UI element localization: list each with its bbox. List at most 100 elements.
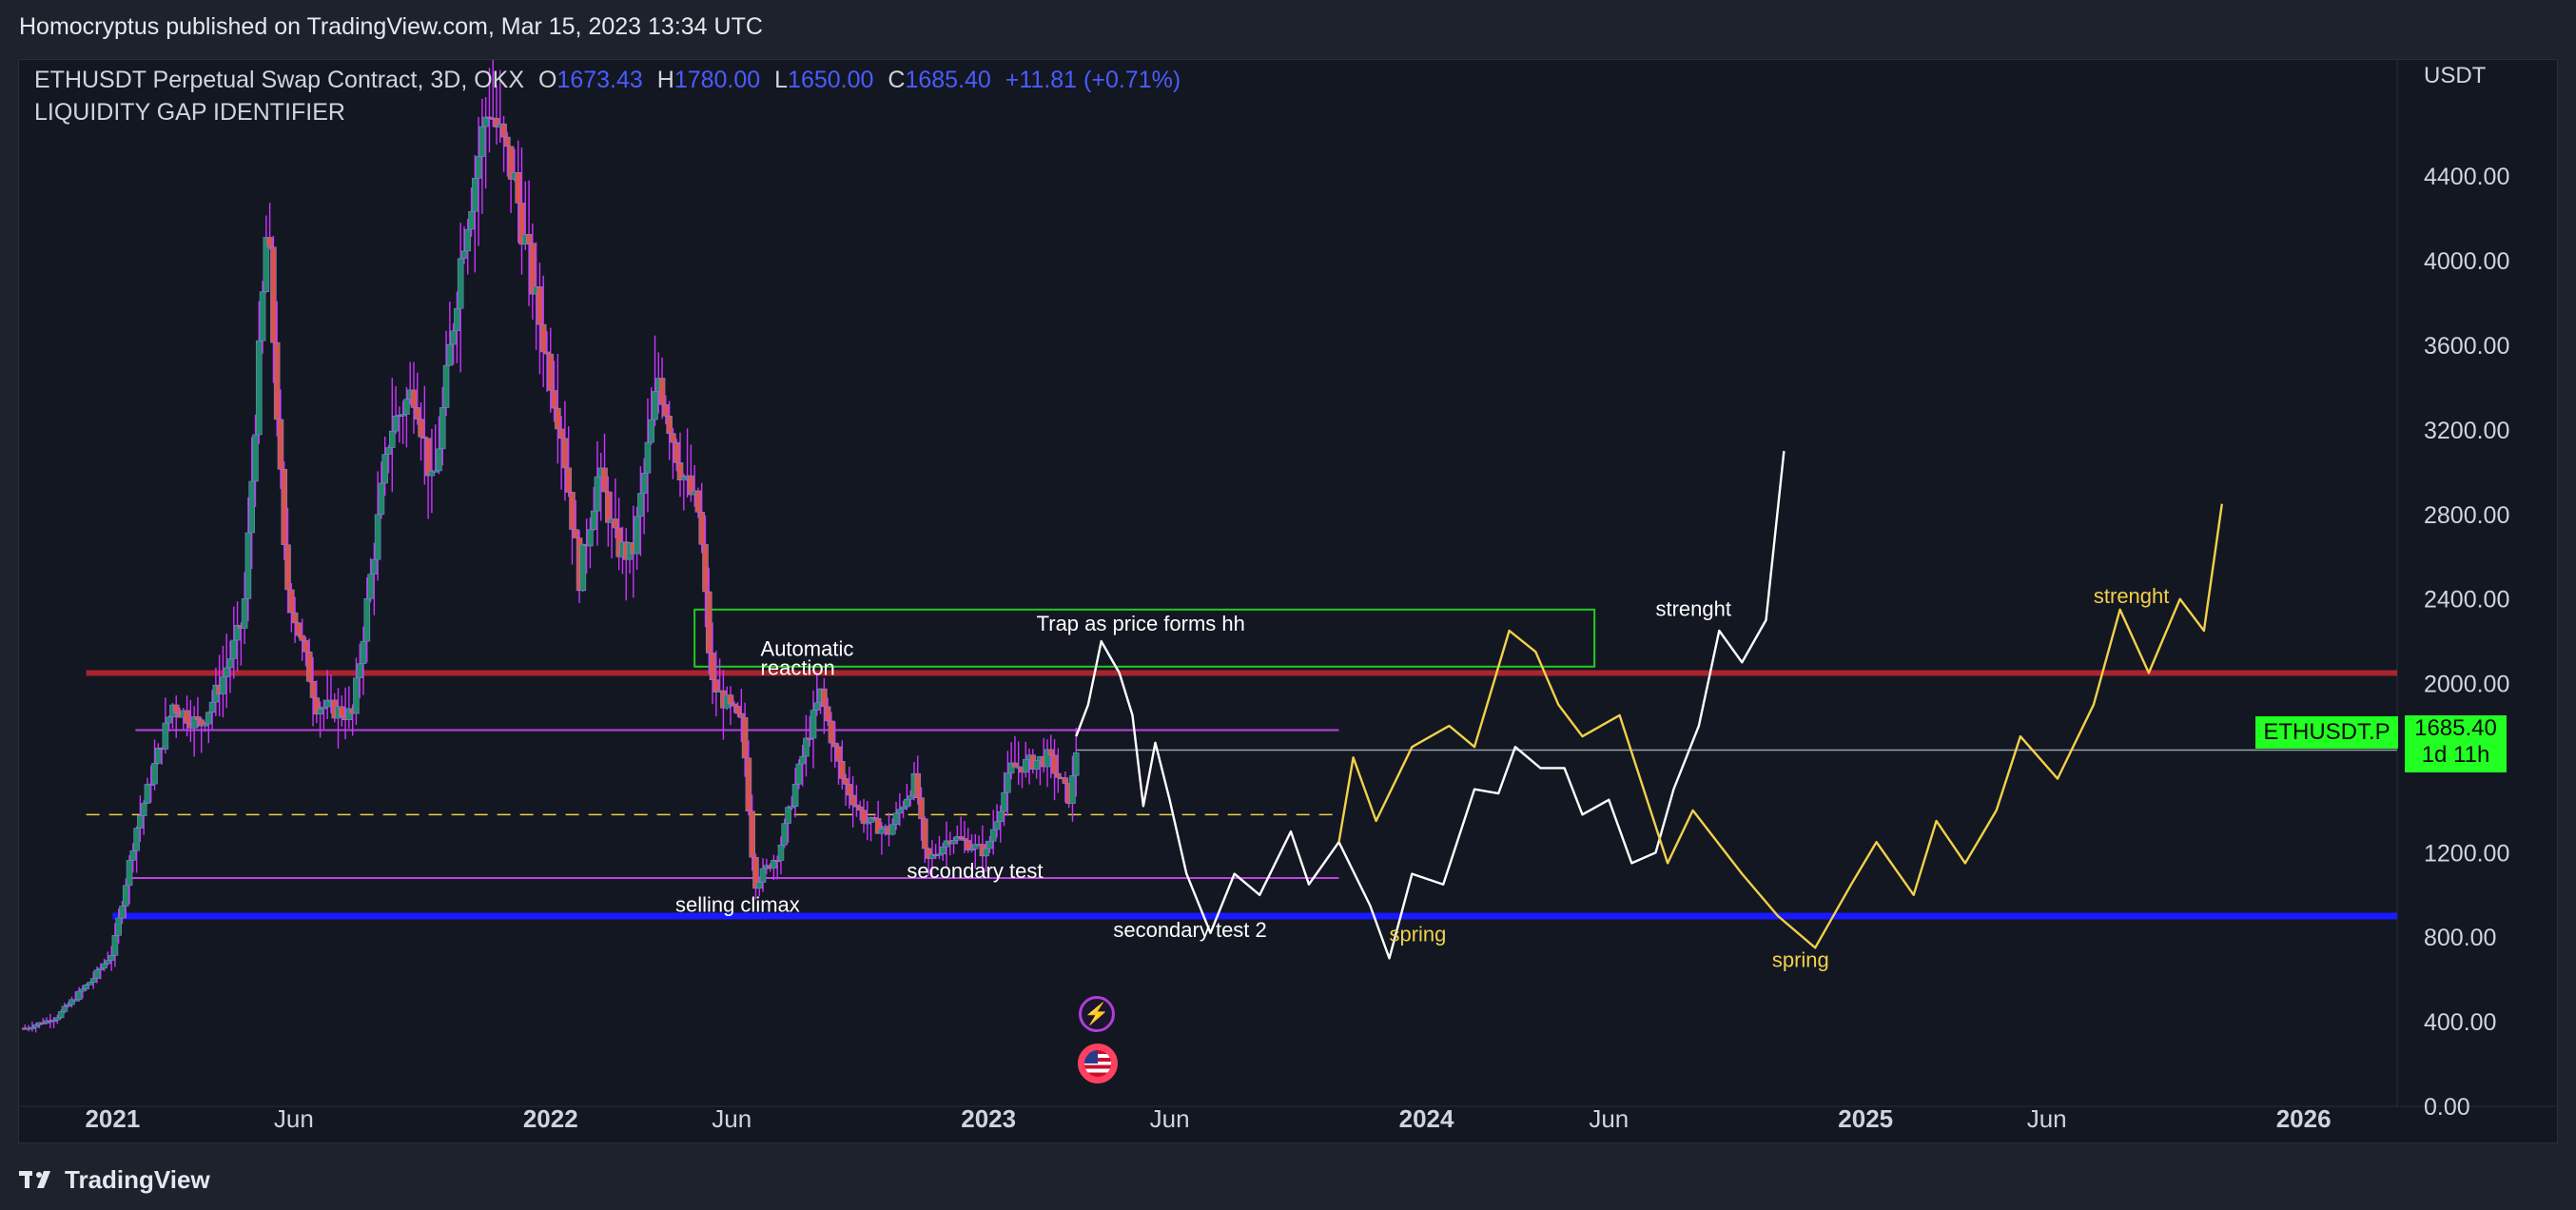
candle-body <box>612 518 619 529</box>
candle-body <box>381 454 389 484</box>
y-tick-label: 4400.00 <box>2424 164 2509 190</box>
candle-body <box>266 237 273 248</box>
candle-body <box>745 757 752 812</box>
chart-annotation: reaction <box>761 656 835 680</box>
candle-body <box>1055 772 1062 778</box>
candle-body <box>363 598 371 642</box>
candle-body <box>605 491 612 523</box>
candle-body <box>702 544 709 593</box>
candle-body <box>75 990 83 1001</box>
candle-body <box>356 663 363 678</box>
candle-body <box>321 706 327 710</box>
candle-body <box>547 353 555 391</box>
candle-body <box>888 824 896 835</box>
candle-body <box>504 136 511 147</box>
candle-body <box>878 828 886 834</box>
candle-body <box>698 512 706 545</box>
candle-body <box>339 706 345 717</box>
candle-body <box>472 178 478 212</box>
candle-body <box>874 818 882 834</box>
candle-body <box>777 844 785 861</box>
us-flag-icon[interactable] <box>1078 1044 1118 1083</box>
candle-body <box>1007 762 1015 773</box>
candle-body <box>263 237 270 292</box>
y-tick-label: 2800.00 <box>2424 502 2509 529</box>
publish-info: Homocryptus published on TradingView.com… <box>19 13 763 40</box>
candle-body <box>705 591 712 654</box>
candle-body <box>688 475 694 496</box>
candle-body <box>119 906 126 919</box>
candle-body <box>323 699 331 708</box>
candle-body <box>244 532 252 599</box>
candle-body <box>821 688 828 708</box>
candle-body <box>403 399 410 415</box>
candle-body <box>594 476 601 512</box>
candle-body <box>482 116 489 127</box>
candle-body <box>1047 749 1055 756</box>
price-unit: USDT <box>2424 63 2487 88</box>
candle-body <box>230 639 238 659</box>
candle-body <box>475 156 482 179</box>
candle-body <box>968 848 975 851</box>
candle-body <box>259 291 266 342</box>
change-value: +11.81 (+0.71%) <box>1005 67 1181 93</box>
lightning-icon[interactable]: ⚡ <box>1079 996 1115 1032</box>
indicator-name[interactable]: LIQUIDITY GAP IDENTIFIER <box>34 99 345 126</box>
y-tick-label: 0.00 <box>2424 1094 2470 1121</box>
candle-body <box>1011 762 1019 768</box>
candle-body <box>939 846 946 855</box>
brand-name[interactable]: TradingView <box>65 1164 210 1194</box>
candle-body <box>634 516 640 555</box>
x-tick-label: 2021 <box>85 1104 140 1133</box>
candle-body <box>464 228 472 252</box>
y-tick-label: 1200.00 <box>2424 840 2509 867</box>
candle-body <box>226 658 234 669</box>
yellow-projection-path <box>1337 503 2223 949</box>
candle-body <box>478 126 486 157</box>
candle-body <box>446 343 454 366</box>
candle-body <box>255 340 263 436</box>
candle-body <box>54 1017 61 1021</box>
candle-body <box>925 848 932 859</box>
candle-body <box>414 407 421 420</box>
candle-body <box>928 853 936 859</box>
chart-annotation: selling climax <box>675 893 800 917</box>
candle-body <box>500 123 507 138</box>
candle-body <box>860 810 868 824</box>
candle-body <box>789 806 795 809</box>
candle-body <box>950 840 957 845</box>
candle-body <box>1044 749 1051 768</box>
candle-body <box>428 470 436 477</box>
candle-body <box>515 172 522 204</box>
candle-body <box>709 653 716 680</box>
candle-body <box>194 716 202 721</box>
chart-annotation: Trap as price forms hh <box>1037 612 1245 635</box>
chart-annotation: strenght <box>1655 596 1731 620</box>
candle-body <box>79 988 87 992</box>
candle-body <box>220 676 226 694</box>
candle-body <box>273 342 281 420</box>
candle-body <box>983 848 989 857</box>
candle-body <box>864 822 871 825</box>
candle-body <box>378 482 385 516</box>
x-tick-label: Jun <box>1589 1104 1629 1133</box>
price-chart[interactable]: 0.00 400.00 800.00 1200.00 2000.00 2400.00 280… <box>19 60 2557 1142</box>
candle-body <box>410 389 418 408</box>
candle-body <box>353 677 360 714</box>
candle-body <box>871 817 878 820</box>
candle-body <box>849 794 856 806</box>
candle-body <box>32 1025 39 1028</box>
tradingview-logo-icon[interactable] <box>19 1169 57 1190</box>
candle-body <box>126 860 133 887</box>
candle-body <box>741 717 749 759</box>
x-tick-label: Jun <box>712 1104 751 1133</box>
candle-body <box>752 856 759 889</box>
candle-body <box>252 434 259 482</box>
candle-body <box>295 622 302 636</box>
candle-body <box>71 999 79 1002</box>
publish-header: Homocryptus published on TradingView.com… <box>0 0 2576 59</box>
candle-body <box>759 868 767 883</box>
candle-body <box>147 783 155 786</box>
last-price-value: 1685.40 <box>2414 715 2497 741</box>
candle-body <box>162 722 169 750</box>
